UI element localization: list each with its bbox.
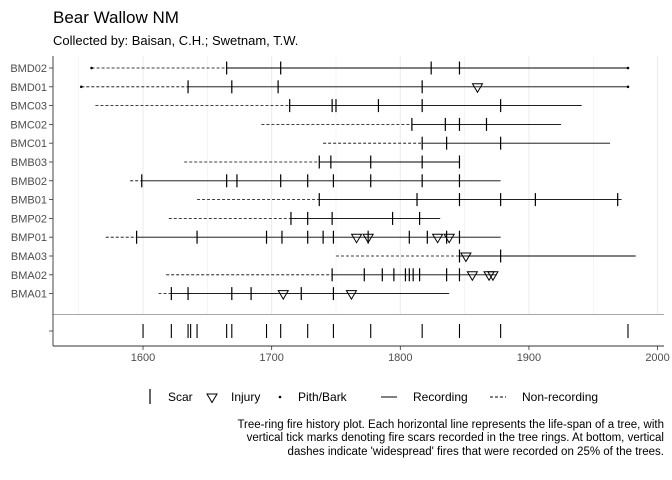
legend-injury-label: Injury bbox=[231, 390, 260, 404]
pith-marker bbox=[90, 66, 93, 70]
injury-marker bbox=[460, 252, 472, 263]
injury-marker bbox=[471, 83, 484, 94]
x-tick-label: 1600 bbox=[131, 352, 155, 364]
legend-recording-label: Recording bbox=[413, 390, 468, 404]
y-tick-label: BMB03 bbox=[11, 157, 47, 169]
panel-background bbox=[53, 56, 664, 314]
y-tick-label: BMA03 bbox=[11, 251, 47, 263]
y-tick-label: BMA02 bbox=[11, 270, 47, 282]
injury-marker bbox=[443, 233, 456, 244]
tree-row-BMC02 bbox=[261, 117, 562, 131]
injury-marker bbox=[350, 233, 363, 244]
x-tick-label: 1800 bbox=[388, 352, 412, 364]
tree-row-BMD01 bbox=[79, 80, 630, 94]
legend-pith-label: Pith/Bark bbox=[298, 390, 348, 404]
y-tick-label: BMP02 bbox=[11, 213, 47, 225]
y-tick-label: BMP01 bbox=[11, 232, 47, 244]
tree-row-BMA02 bbox=[166, 268, 499, 282]
tree-row-BMP01 bbox=[105, 230, 501, 244]
y-tick-label: BMC03 bbox=[10, 101, 47, 113]
legend-nonrecording-label: Non-recording bbox=[522, 390, 598, 404]
injury-marker bbox=[345, 290, 358, 301]
y-tick-label: BMC01 bbox=[10, 138, 47, 150]
injury-marker bbox=[362, 233, 375, 244]
chart-caption: Tree-ring fire history plot. Each horizo… bbox=[237, 419, 664, 458]
tree-row-BMB03 bbox=[184, 155, 461, 169]
legend: Scar Injury Pith/Bark Recording Non-reco… bbox=[149, 389, 598, 404]
tree-row-BMA01 bbox=[158, 287, 450, 301]
tree-row-BMC03 bbox=[95, 99, 582, 113]
y-tick-label: BMD01 bbox=[10, 82, 47, 94]
x-tick-label: 1900 bbox=[517, 352, 541, 364]
legend-pith-key bbox=[278, 395, 282, 399]
tree-row-BMD02 bbox=[90, 61, 630, 75]
tree-row-BMB02 bbox=[130, 174, 501, 188]
injury-marker bbox=[466, 271, 479, 282]
bark-marker bbox=[626, 66, 630, 70]
injury-marker bbox=[277, 290, 290, 301]
x-tick-label: 2000 bbox=[645, 352, 669, 364]
tree-row-BMB01 bbox=[197, 193, 622, 207]
legend-scar-label: Scar bbox=[168, 390, 193, 404]
injury-marker bbox=[487, 271, 499, 282]
y-tick-label: BMA01 bbox=[11, 289, 47, 301]
tree-row-BMP02 bbox=[168, 211, 441, 225]
tree-series bbox=[79, 61, 636, 301]
composite-background bbox=[53, 315, 664, 346]
y-tick-label: BMC02 bbox=[10, 119, 47, 131]
x-tick-label: 1700 bbox=[259, 352, 283, 364]
y-tick-label: BMD02 bbox=[10, 63, 47, 75]
chart-title: Bear Wallow NM bbox=[53, 8, 179, 27]
chart-subtitle: Collected by: Baisan, C.H.; Swetnam, T.W… bbox=[53, 33, 298, 48]
legend-injury-key bbox=[206, 393, 218, 404]
injury-marker bbox=[431, 233, 444, 244]
bark-marker bbox=[626, 85, 630, 89]
tree-row-BMA03 bbox=[335, 249, 636, 263]
gridlines bbox=[53, 56, 664, 314]
y-tick-label: BMB02 bbox=[11, 176, 47, 188]
tree-row-BMC01 bbox=[323, 136, 610, 150]
pith-marker bbox=[79, 85, 83, 89]
axes: BMD02 BMD01 BMC03 BMC02 BMC01 BMB03 BMB02 BMB01… bbox=[10, 56, 670, 364]
composite-panel bbox=[53, 314, 664, 346]
y-tick-label: BMB01 bbox=[11, 195, 47, 207]
